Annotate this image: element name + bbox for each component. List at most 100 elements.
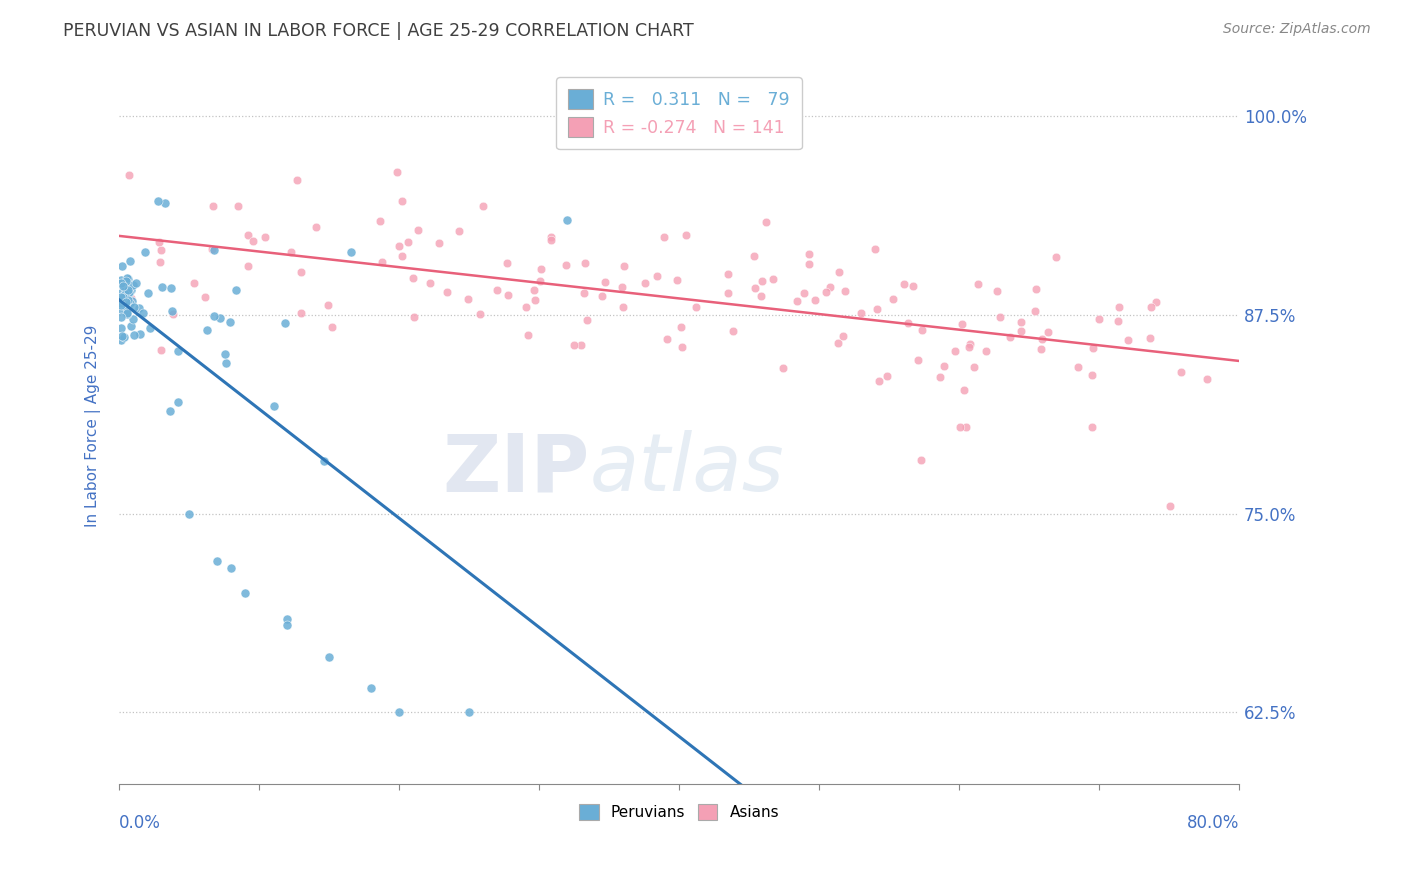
Point — [1088, 311, 1111, 326]
Text: 0.0%: 0.0% — [120, 814, 162, 832]
Point — [254, 230, 277, 244]
Point — [274, 316, 297, 330]
Point — [120, 254, 142, 268]
Point — [1107, 314, 1129, 328]
Point — [562, 338, 585, 352]
Point — [866, 301, 889, 316]
Point — [1144, 294, 1167, 309]
Point — [1140, 300, 1163, 314]
Point — [117, 271, 139, 285]
Point — [772, 360, 794, 375]
Point — [876, 369, 898, 384]
Point — [828, 265, 851, 279]
Point — [666, 273, 689, 287]
Point — [120, 283, 142, 297]
Point — [675, 228, 697, 243]
Point — [610, 280, 633, 294]
Point — [110, 290, 132, 304]
Point — [131, 306, 153, 320]
Point — [517, 327, 540, 342]
Point — [110, 273, 132, 287]
Point — [882, 292, 904, 306]
Point — [194, 290, 217, 304]
Point — [555, 212, 578, 227]
Point — [138, 321, 160, 335]
Point — [669, 320, 692, 334]
Point — [1045, 250, 1067, 264]
Point — [1118, 333, 1140, 347]
Point — [114, 299, 136, 313]
Point — [110, 285, 132, 300]
Point — [280, 244, 302, 259]
Point — [540, 233, 562, 247]
Point — [485, 284, 508, 298]
Point — [943, 343, 966, 358]
Point — [762, 272, 785, 286]
Point — [117, 293, 139, 308]
Point — [111, 329, 134, 343]
Point — [179, 507, 201, 521]
Point — [160, 281, 183, 295]
Point — [215, 356, 238, 370]
Point — [225, 283, 247, 297]
Point — [304, 219, 326, 234]
Point — [368, 214, 391, 228]
Point — [321, 320, 343, 334]
Legend: Peruvians, Asians: Peruvians, Asians — [572, 797, 786, 826]
Point — [290, 265, 312, 279]
Point — [834, 284, 856, 298]
Point — [118, 285, 141, 300]
Point — [963, 360, 986, 375]
Point — [814, 285, 837, 299]
Point — [1108, 300, 1130, 314]
Point — [146, 194, 169, 208]
Point — [110, 277, 132, 291]
Point — [167, 344, 190, 359]
Point — [647, 269, 669, 284]
Point — [233, 586, 256, 600]
Point — [966, 277, 988, 292]
Point — [515, 300, 537, 314]
Point — [797, 257, 820, 271]
Point — [749, 289, 772, 303]
Point — [111, 259, 134, 273]
Point — [312, 454, 335, 468]
Point — [721, 324, 744, 338]
Point — [122, 300, 145, 314]
Point — [612, 300, 634, 314]
Point — [150, 280, 173, 294]
Text: 80.0%: 80.0% — [1187, 814, 1239, 832]
Point — [226, 199, 249, 213]
Point — [159, 403, 181, 417]
Point — [118, 296, 141, 310]
Point — [148, 235, 170, 249]
Point — [242, 235, 264, 249]
Point — [263, 399, 285, 413]
Point — [112, 293, 135, 307]
Point — [998, 330, 1021, 344]
Point — [117, 307, 139, 321]
Point — [117, 283, 139, 297]
Text: atlas: atlas — [589, 430, 785, 508]
Point — [1081, 368, 1104, 383]
Point — [523, 293, 546, 307]
Point — [803, 293, 825, 307]
Point — [160, 304, 183, 318]
Point — [863, 242, 886, 256]
Point — [755, 215, 778, 229]
Point — [406, 223, 429, 237]
Point — [685, 300, 707, 314]
Point — [910, 452, 932, 467]
Point — [655, 332, 678, 346]
Point — [118, 168, 141, 182]
Point — [120, 319, 142, 334]
Point — [574, 256, 596, 270]
Point — [901, 278, 924, 293]
Point — [897, 316, 920, 330]
Point — [149, 254, 172, 268]
Point — [219, 315, 242, 329]
Point — [436, 285, 458, 299]
Point — [285, 173, 308, 187]
Point — [110, 294, 132, 309]
Point — [959, 337, 981, 351]
